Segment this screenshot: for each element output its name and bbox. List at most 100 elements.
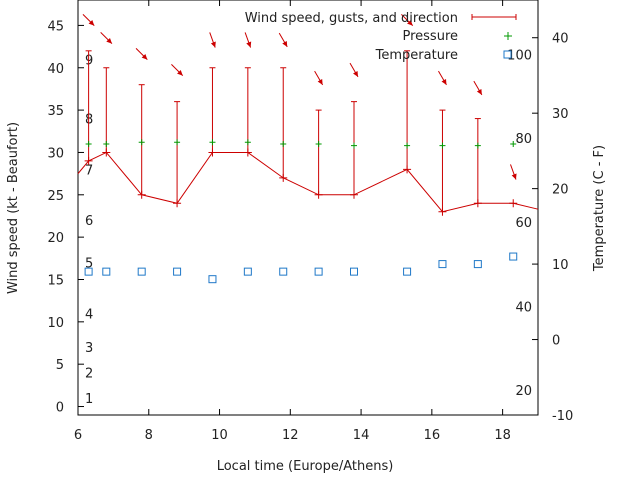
direction-arrow bbox=[438, 70, 447, 86]
temperature-point bbox=[279, 267, 288, 276]
temperature-point bbox=[314, 267, 323, 276]
beaufort-label: 3 bbox=[85, 341, 93, 356]
pressure-series bbox=[85, 139, 517, 149]
pressure-point bbox=[510, 140, 517, 147]
fahrenheit-label: 20 bbox=[515, 384, 532, 399]
y-left-tick-label: 35 bbox=[47, 104, 64, 119]
beaufort-label: 8 bbox=[85, 113, 93, 128]
temperature-point bbox=[509, 252, 518, 261]
y-right-tick-label: 30 bbox=[552, 107, 569, 122]
temperature-point bbox=[350, 267, 358, 276]
arrow-head bbox=[317, 78, 323, 85]
direction-arrow bbox=[100, 31, 113, 45]
direction-arrow bbox=[278, 32, 288, 48]
beaufort-label: 6 bbox=[85, 214, 93, 229]
wind-point bbox=[509, 199, 518, 208]
fahrenheit-label: 100 bbox=[507, 48, 532, 63]
arrow-head bbox=[88, 19, 95, 26]
pressure-point bbox=[404, 142, 411, 149]
direction-arrow bbox=[314, 70, 324, 86]
y-right-tick-label: 0 bbox=[552, 334, 560, 349]
beaufort-label: 5 bbox=[85, 257, 93, 272]
fahrenheit-labels: 20 40 60 80 100 bbox=[507, 48, 532, 399]
fahrenheit-label: 40 bbox=[515, 300, 532, 315]
beaufort-label: 9 bbox=[85, 53, 93, 68]
y-right-tick-label: 10 bbox=[552, 258, 569, 273]
y-axis-label-left: Wind speed (kt - Beaufort) bbox=[6, 122, 21, 294]
legend-label-temperature: Temperature bbox=[375, 48, 458, 63]
beaufort-label: 1 bbox=[85, 392, 93, 407]
direction-arrow bbox=[244, 32, 252, 48]
pressure-point bbox=[474, 142, 481, 149]
x-tick-label: 6 bbox=[74, 428, 82, 443]
x-tick-label: 12 bbox=[282, 428, 299, 443]
arrow-head bbox=[141, 53, 148, 60]
temperature-point bbox=[243, 267, 252, 276]
fahrenheit-label: 80 bbox=[515, 132, 532, 147]
legend-label-wind: Wind speed, gusts, and direction bbox=[245, 11, 458, 26]
arrow-head bbox=[106, 37, 112, 44]
legend-swatch-temperature bbox=[503, 50, 512, 59]
temperature-point bbox=[438, 260, 447, 269]
wind-speed-line bbox=[77, 151, 539, 213]
wind-series bbox=[77, 50, 539, 216]
pressure-point bbox=[244, 139, 251, 146]
arrow-head bbox=[476, 88, 482, 95]
pressure-point bbox=[209, 139, 216, 146]
y-left-tick-label: 10 bbox=[47, 316, 64, 331]
x-tick-label: 10 bbox=[211, 428, 228, 443]
direction-arrow bbox=[473, 80, 483, 96]
temperature-point bbox=[173, 267, 182, 276]
arrow-head bbox=[177, 69, 183, 76]
pressure-point bbox=[351, 142, 357, 149]
direction-arrow bbox=[171, 63, 184, 77]
arrow-head bbox=[353, 70, 358, 77]
pressure-point bbox=[85, 140, 92, 147]
beaufort-labels: 1 2 3 4 5 6 7 8 9 bbox=[85, 53, 93, 407]
y-right-tick-label: 20 bbox=[552, 183, 569, 198]
x-tick-label: 8 bbox=[145, 428, 153, 443]
arrow-head bbox=[246, 41, 252, 48]
arrow-head bbox=[441, 78, 447, 85]
pressure-point bbox=[315, 140, 322, 147]
y-right-tick-label: -10 bbox=[552, 409, 573, 424]
wind-direction-arrows bbox=[82, 13, 517, 180]
x-tick-label: 18 bbox=[494, 428, 511, 443]
pressure-point bbox=[439, 142, 446, 149]
y-left-tick-label: 40 bbox=[47, 62, 64, 77]
y-left-tick-label: 45 bbox=[47, 19, 64, 34]
pressure-point bbox=[103, 140, 110, 147]
pressure-point bbox=[280, 140, 287, 147]
y-right-tick-label: 40 bbox=[552, 32, 569, 47]
temperature-point bbox=[102, 267, 111, 276]
direction-arrow bbox=[209, 32, 216, 48]
legend-label-pressure: Pressure bbox=[402, 29, 458, 44]
arrow-head bbox=[210, 41, 216, 48]
direction-arrow bbox=[82, 13, 95, 27]
pressure-point bbox=[174, 139, 181, 146]
y-left-tick-label: 15 bbox=[47, 273, 64, 288]
x-tick-label: 16 bbox=[424, 428, 441, 443]
temperature-series bbox=[84, 252, 518, 284]
temperature-point bbox=[208, 275, 217, 284]
direction-arrow bbox=[510, 164, 517, 180]
beaufort-label: 2 bbox=[85, 367, 93, 382]
y-axis-label-right: Temperature (C - F) bbox=[592, 145, 607, 272]
tick-group: 6 8 10 12 14 16 18051015202530354045-100102030… bbox=[47, 0, 573, 443]
temperature-point bbox=[403, 267, 412, 276]
direction-arrow bbox=[401, 13, 414, 27]
x-tick-label: 14 bbox=[353, 428, 370, 443]
legend-swatch-wind bbox=[471, 14, 517, 20]
x-axis-label: Local time (Europe/Athens) bbox=[217, 459, 394, 474]
arrow-head bbox=[511, 173, 517, 180]
direction-arrow bbox=[349, 62, 359, 78]
plot-frame bbox=[77, 0, 539, 416]
y-left-tick-label: 30 bbox=[47, 146, 64, 161]
temperature-point bbox=[473, 260, 482, 269]
y-left-tick-label: 20 bbox=[47, 231, 64, 246]
temperature-point bbox=[84, 267, 93, 276]
y-left-tick-label: 0 bbox=[56, 401, 64, 416]
y-left-tick-label: 25 bbox=[47, 189, 64, 204]
legend: Wind speed, gusts, and direction Pressur… bbox=[245, 11, 517, 63]
